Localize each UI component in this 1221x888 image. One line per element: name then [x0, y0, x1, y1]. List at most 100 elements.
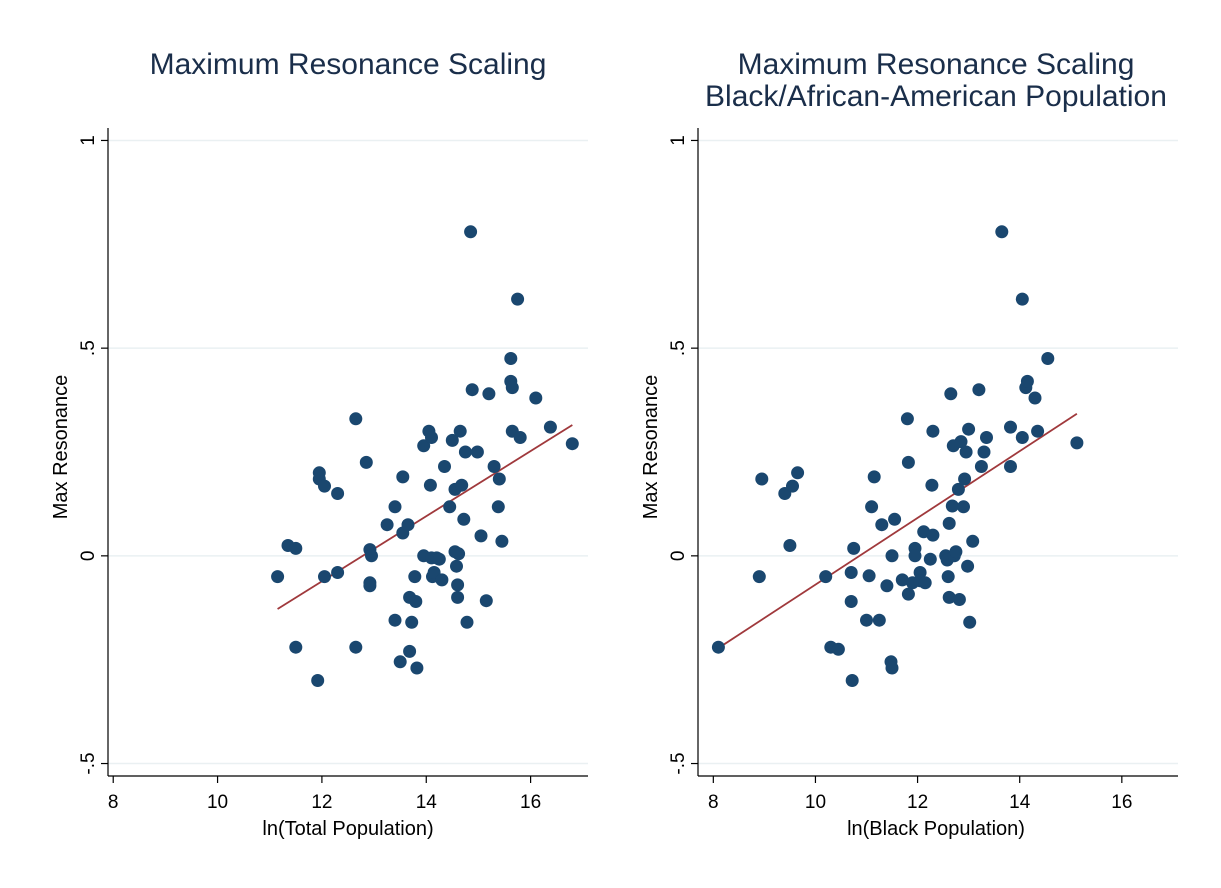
- data-point: [460, 615, 474, 629]
- data-point: [380, 518, 394, 532]
- data-point: [438, 460, 451, 473]
- data-point: [944, 387, 958, 401]
- data-point: [954, 435, 968, 449]
- data-point: [388, 500, 402, 514]
- data-point: [885, 549, 899, 563]
- data-point: [529, 391, 543, 405]
- data-point: [465, 383, 479, 397]
- data-point: [311, 674, 325, 687]
- data-point: [331, 487, 345, 500]
- data-point: [847, 541, 861, 555]
- data-point: [711, 640, 725, 654]
- chart-title: Maximum Resonance Scaling: [738, 48, 1135, 81]
- data-point: [791, 466, 805, 480]
- data-point: [942, 516, 956, 530]
- data-point: [980, 431, 993, 444]
- data-point: [401, 518, 415, 532]
- x-tick-label: 12: [907, 792, 928, 813]
- data-point: [1028, 391, 1042, 405]
- data-point: [318, 479, 331, 493]
- data-point: [831, 642, 845, 656]
- data-point: [464, 225, 478, 239]
- data-point: [455, 478, 469, 492]
- data-point: [331, 566, 345, 579]
- data-point: [995, 225, 1009, 239]
- data-point: [957, 500, 970, 514]
- gridlines: [108, 139, 588, 765]
- data-point: [565, 437, 579, 451]
- data-point: [951, 482, 965, 496]
- data-point: [872, 613, 886, 627]
- data-point: [271, 570, 285, 584]
- data-point: [432, 552, 446, 566]
- data-point: [1004, 460, 1017, 473]
- gridlines: [698, 139, 1178, 765]
- data-point: [423, 478, 437, 492]
- fit-line: [717, 413, 1078, 649]
- y-tick-label: -.5: [668, 752, 689, 774]
- data-point: [513, 431, 527, 444]
- x-tick-label: 16: [520, 792, 541, 813]
- data-point: [363, 579, 377, 593]
- data-point: [452, 547, 466, 561]
- data-point: [1020, 374, 1034, 388]
- data-point: [952, 593, 966, 606]
- data-point: [495, 534, 509, 548]
- x-tick-label: 8: [108, 792, 119, 813]
- data-point: [511, 292, 525, 306]
- y-tick-label: 1: [78, 135, 99, 146]
- data-point: [409, 595, 423, 608]
- data-point: [543, 420, 557, 434]
- x-tick-label: 14: [1009, 792, 1031, 813]
- data-point: [941, 570, 955, 584]
- y-tick-label: .5: [78, 340, 99, 356]
- data-point: [862, 569, 876, 583]
- data-point: [1041, 352, 1055, 365]
- data-point: [435, 573, 449, 587]
- x-tick-label: 16: [1111, 792, 1132, 813]
- data-point: [405, 615, 419, 629]
- data-point: [942, 590, 956, 604]
- data-point: [491, 500, 505, 514]
- data-point: [396, 470, 410, 484]
- data-point: [786, 479, 799, 493]
- data-point: [453, 424, 467, 438]
- data-point: [752, 570, 766, 584]
- y-axis-label: Max Resonance: [50, 375, 72, 520]
- data-point: [470, 445, 484, 459]
- data-point: [451, 578, 465, 592]
- data-point: [318, 570, 331, 584]
- chart-subtitle: Black/African-American Population: [705, 80, 1167, 113]
- data-point: [425, 431, 438, 444]
- data-point: [959, 445, 973, 459]
- data-point: [505, 381, 519, 395]
- x-axis-label: ln(Total Population): [262, 818, 433, 840]
- data-point: [451, 590, 465, 604]
- x-tick-label: 8: [708, 792, 719, 813]
- data-point: [880, 579, 894, 593]
- data-point: [900, 412, 914, 426]
- axes: 8 10 12 14 16 -.5 0 .5 1: [668, 128, 1178, 813]
- y-tick-label: 0: [78, 551, 99, 562]
- scatter-points: [271, 225, 579, 687]
- data-point: [474, 529, 488, 543]
- y-axis-label: Max Resonance: [640, 375, 662, 520]
- data-point: [445, 433, 459, 447]
- data-point: [365, 549, 378, 563]
- fit-line-layer: [717, 413, 1078, 649]
- data-point: [908, 549, 922, 563]
- data-point: [410, 661, 424, 675]
- data-point: [974, 460, 988, 473]
- y-tick-label: 0: [668, 551, 689, 562]
- data-point: [1031, 424, 1045, 438]
- y-tick-label: .5: [668, 340, 689, 356]
- data-point: [888, 512, 902, 526]
- data-point: [972, 383, 986, 397]
- x-tick-label: 12: [311, 792, 332, 813]
- data-point: [918, 576, 932, 590]
- data-point: [963, 615, 977, 629]
- data-point: [885, 661, 899, 675]
- data-point: [895, 573, 909, 587]
- data-point: [958, 472, 972, 486]
